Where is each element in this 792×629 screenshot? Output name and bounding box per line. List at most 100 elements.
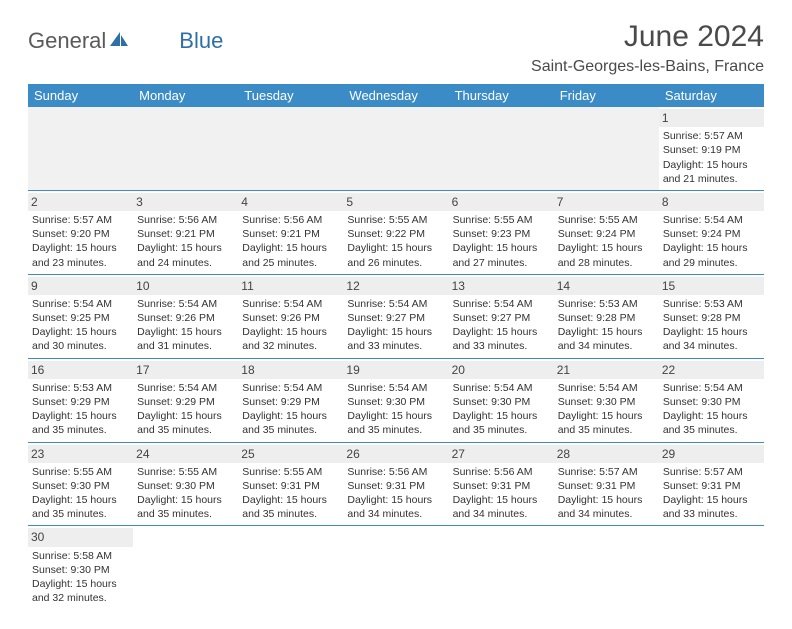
daylight-line: Daylight: 15 hours and 34 minutes. [558,493,655,521]
day-number: 30 [28,528,133,546]
calendar-cell: 27Sunrise: 5:56 AMSunset: 9:31 PMDayligh… [449,442,554,526]
sunrise-line: Sunrise: 5:54 AM [242,297,339,311]
sunrise-line: Sunrise: 5:55 AM [347,213,444,227]
sunset-line: Sunset: 9:30 PM [32,479,129,493]
calendar-cell [133,526,238,609]
day-number: 22 [659,361,764,379]
month-title: June 2024 [531,20,764,54]
daylight-line: Daylight: 15 hours and 35 minutes. [32,409,129,437]
daylight-line: Daylight: 15 hours and 29 minutes. [663,241,760,269]
day-header: Tuesday [238,84,343,107]
sunrise-line: Sunrise: 5:56 AM [453,465,550,479]
sunset-line: Sunset: 9:28 PM [663,311,760,325]
calendar-cell [449,107,554,190]
sunrise-line: Sunrise: 5:57 AM [663,465,760,479]
sunset-line: Sunset: 9:26 PM [242,311,339,325]
day-number: 29 [659,445,764,463]
sunset-line: Sunset: 9:20 PM [32,227,129,241]
day-number: 8 [659,193,764,211]
calendar-cell: 4Sunrise: 5:56 AMSunset: 9:21 PMDaylight… [238,190,343,274]
calendar-cell: 3Sunrise: 5:56 AMSunset: 9:21 PMDaylight… [133,190,238,274]
sunset-line: Sunset: 9:31 PM [242,479,339,493]
daylight-line: Daylight: 15 hours and 35 minutes. [137,493,234,521]
day-number: 1 [659,109,764,127]
calendar-cell: 14Sunrise: 5:53 AMSunset: 9:28 PMDayligh… [554,274,659,358]
location: Saint-Georges-les-Bains, France [531,58,764,76]
calendar-cell: 21Sunrise: 5:54 AMSunset: 9:30 PMDayligh… [554,358,659,442]
day-number: 7 [554,193,659,211]
sunrise-line: Sunrise: 5:56 AM [137,213,234,227]
sunset-line: Sunset: 9:30 PM [347,395,444,409]
logo: GeneralBlue [28,28,223,54]
day-number: 10 [133,277,238,295]
calendar-cell [28,107,133,190]
sunset-line: Sunset: 9:27 PM [453,311,550,325]
calendar-cell: 29 Sunrise: 5:57 AMSunset: 9:31 PMDayligh… [659,442,764,526]
daylight-line: Daylight: 15 hours and 27 minutes. [453,241,550,269]
daylight-line: Daylight: 15 hours and 23 minutes. [32,241,129,269]
sunrise-line: Sunrise: 5:57 AM [558,465,655,479]
day-number: 12 [343,277,448,295]
sunrise-line: Sunrise: 5:57 AM [663,129,760,143]
sunrise-line: Sunrise: 5:55 AM [32,465,129,479]
calendar-cell: 18Sunrise: 5:54 AMSunset: 9:29 PMDayligh… [238,358,343,442]
day-number: 19 [343,361,448,379]
calendar-row: 2Sunrise: 5:57 AMSunset: 9:20 PMDaylight… [28,190,764,274]
calendar-row: 23Sunrise: 5:55 AMSunset: 9:30 PMDayligh… [28,442,764,526]
calendar-cell: 23Sunrise: 5:55 AMSunset: 9:30 PMDayligh… [28,442,133,526]
calendar-cell [343,526,448,609]
day-number: 5 [343,193,448,211]
sunset-line: Sunset: 9:23 PM [453,227,550,241]
day-number: 23 [28,445,133,463]
daylight-line: Daylight: 15 hours and 35 minutes. [453,409,550,437]
calendar-cell: 30Sunrise: 5:58 AMSunset: 9:30 PMDayligh… [28,526,133,609]
sunset-line: Sunset: 9:30 PM [137,479,234,493]
sunset-line: Sunset: 9:28 PM [558,311,655,325]
daylight-line: Daylight: 15 hours and 35 minutes. [242,409,339,437]
calendar-cell: 9Sunrise: 5:54 AMSunset: 9:25 PMDaylight… [28,274,133,358]
sunrise-line: Sunrise: 5:54 AM [347,297,444,311]
daylight-line: Daylight: 15 hours and 33 minutes. [347,325,444,353]
day-number: 14 [554,277,659,295]
calendar-cell: 22Sunrise: 5:54 AMSunset: 9:30 PMDayligh… [659,358,764,442]
sunrise-line: Sunrise: 5:54 AM [32,297,129,311]
day-number: 4 [238,193,343,211]
sunset-line: Sunset: 9:31 PM [347,479,444,493]
daylight-line: Daylight: 15 hours and 35 minutes. [558,409,655,437]
calendar-cell: 2Sunrise: 5:57 AMSunset: 9:20 PMDaylight… [28,190,133,274]
daylight-line: Daylight: 15 hours and 25 minutes. [242,241,339,269]
daylight-line: Daylight: 15 hours and 33 minutes. [663,493,760,521]
sunrise-line: Sunrise: 5:55 AM [453,213,550,227]
calendar-cell [238,526,343,609]
sunrise-line: Sunrise: 5:54 AM [242,381,339,395]
calendar-row: 1Sunrise: 5:57 AMSunset: 9:19 PMDaylight… [28,107,764,190]
day-number: 28 [554,445,659,463]
sunrise-line: Sunrise: 5:54 AM [347,381,444,395]
daylight-line: Daylight: 15 hours and 35 minutes. [663,409,760,437]
calendar-cell: 1Sunrise: 5:57 AMSunset: 9:19 PMDaylight… [659,107,764,190]
daylight-line: Daylight: 15 hours and 28 minutes. [558,241,655,269]
calendar-row: 30Sunrise: 5:58 AMSunset: 9:30 PMDayligh… [28,526,764,609]
sunset-line: Sunset: 9:31 PM [663,479,760,493]
sunrise-line: Sunrise: 5:55 AM [558,213,655,227]
sunset-line: Sunset: 9:19 PM [663,143,760,157]
calendar-table: SundayMondayTuesdayWednesdayThursdayFrid… [28,84,764,609]
calendar-cell: 24Sunrise: 5:55 AMSunset: 9:30 PMDayligh… [133,442,238,526]
sunset-line: Sunset: 9:27 PM [347,311,444,325]
sunset-line: Sunset: 9:22 PM [347,227,444,241]
daylight-line: Daylight: 15 hours and 35 minutes. [242,493,339,521]
calendar-cell: 5Sunrise: 5:55 AMSunset: 9:22 PMDaylight… [343,190,448,274]
sunset-line: Sunset: 9:29 PM [242,395,339,409]
day-number: 13 [449,277,554,295]
calendar-cell: 25Sunrise: 5:55 AMSunset: 9:31 PMDayligh… [238,442,343,526]
calendar-cell: 28 Sunrise: 5:57 AMSunset: 9:31 PMDayligh… [554,442,659,526]
calendar-cell [133,107,238,190]
sunset-line: Sunset: 9:31 PM [558,479,655,493]
sunset-line: Sunset: 9:30 PM [32,563,129,577]
daylight-line: Daylight: 15 hours and 34 minutes. [347,493,444,521]
calendar-cell: 6Sunrise: 5:55 AMSunset: 9:23 PMDaylight… [449,190,554,274]
day-number: 21 [554,361,659,379]
day-header: Monday [133,84,238,107]
logo-text-1: General [28,28,106,54]
day-header: Wednesday [343,84,448,107]
